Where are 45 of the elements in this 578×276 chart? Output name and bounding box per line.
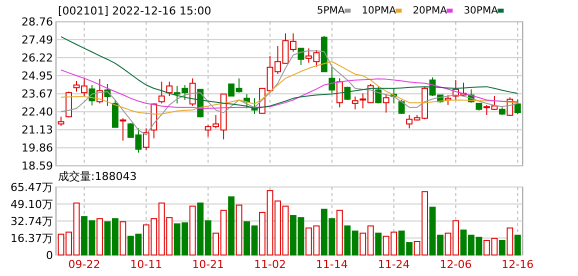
candlestick [158, 81, 165, 104]
x-tick-label: 11-02 [254, 258, 286, 271]
candlestick [328, 66, 336, 94]
x-tick-label: 09-22 [68, 258, 100, 271]
x-tick-label: 10-11 [130, 258, 162, 271]
legend-label: 30PMA [464, 6, 498, 17]
candlestick [514, 98, 521, 115]
y-tick-label: 23.67 [22, 88, 53, 101]
x-tick-label: 12-06 [440, 258, 472, 271]
x-tick-label: 10-21 [192, 258, 224, 271]
y-tick-label: 16.37万 [10, 232, 53, 245]
candlestick [382, 94, 390, 114]
x-tick-label: 11-14 [316, 258, 348, 271]
candlestick [142, 128, 150, 150]
y-tick-label: 49.10万 [10, 198, 53, 211]
y-tick-label: 19.86 [22, 142, 53, 155]
legend-label: 5PMA [316, 6, 345, 17]
bar [375, 232, 382, 256]
x-tick-label: 11-24 [378, 258, 410, 271]
candlestick [120, 118, 126, 142]
candlestick [189, 78, 196, 106]
chart-title: [002101] 2022-12-16 15:00 [58, 4, 212, 18]
y-tick-label: 32.74万 [10, 214, 53, 228]
candlestick [336, 78, 343, 108]
candlestick [166, 81, 173, 97]
y-tick-label: 21.13 [22, 124, 53, 137]
bar [498, 240, 506, 256]
y-tick-label: 24.95 [22, 69, 53, 82]
y-tick-label: 22.40 [22, 106, 53, 119]
bar [228, 196, 235, 256]
candlestick [112, 100, 118, 128]
bar [514, 234, 521, 256]
x-tick-label: 12-16 [502, 258, 534, 271]
y-tick-label: 28.76 [22, 16, 53, 29]
candlestick [344, 86, 351, 100]
legend-label: 10PMA [362, 6, 396, 17]
candlestick [375, 86, 382, 104]
candlestick [398, 100, 405, 115]
y-tick-label: 0 [46, 248, 53, 262]
y-tick-label: 27.49 [22, 34, 53, 47]
legend-label: 20PMA [412, 6, 448, 17]
chart-title: 成交量:188043 [58, 170, 137, 183]
y-tick-label: 26.22 [22, 52, 53, 65]
y-tick-label: 18.59 [22, 160, 53, 173]
y-tick-label: 65.47万 [10, 180, 53, 194]
